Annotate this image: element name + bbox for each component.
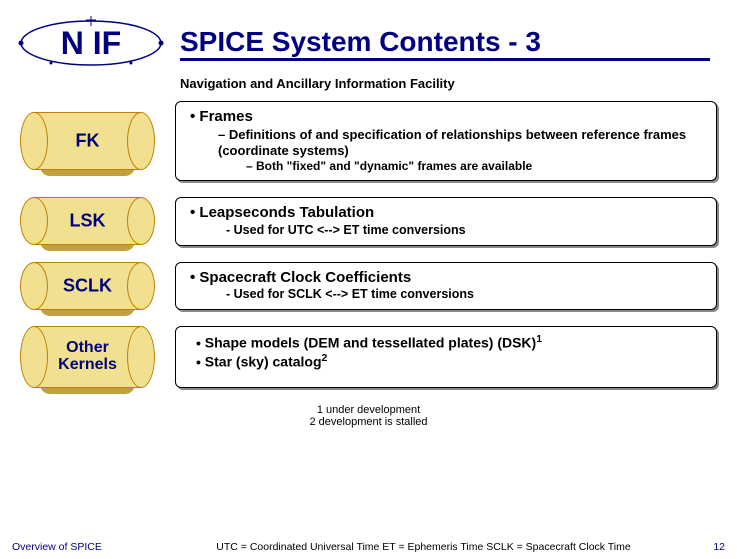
naif-logo: N IF	[16, 16, 166, 75]
logo-text: N IF	[61, 25, 121, 61]
footer-left: Overview of SPICE	[12, 541, 152, 553]
lsk-main: Leapseconds Tabulation	[190, 204, 702, 223]
row-sclk: SCLK Spacecraft Clock Coefficients - Use…	[20, 262, 717, 310]
sclk-main: Spacecraft Clock Coefficients	[190, 269, 702, 288]
fk-sub2: Both "fixed" and "dynamic" frames are av…	[246, 159, 702, 174]
kernel-label-fk: FK	[20, 131, 155, 152]
row-other: Other Kernels Shape models (DEM and tess…	[20, 326, 717, 388]
row-fk: FK Frames Definitions of and specificati…	[20, 101, 717, 181]
footer: Overview of SPICE UTC = Coordinated Univ…	[0, 541, 737, 553]
kernel-shape-fk: FK	[20, 101, 155, 181]
header: N IF SPICE System Contents - 3	[0, 0, 737, 70]
kernel-label-lsk: LSK	[20, 211, 155, 232]
kernel-shape-lsk: LSK	[20, 197, 155, 245]
kernel-shape-other: Other Kernels	[20, 326, 155, 388]
footnotes: 1 under development 2 development is sta…	[20, 404, 717, 428]
fk-sub1: Definitions of and specification of rela…	[218, 127, 702, 160]
row-lsk: LSK Leapseconds Tabulation - Used for UT…	[20, 197, 717, 245]
content: FK Frames Definitions of and specificati…	[0, 91, 737, 428]
box-other: Shape models (DEM and tessellated plates…	[175, 326, 717, 388]
box-sclk: Spacecraft Clock Coefficients - Used for…	[175, 262, 717, 310]
other-b2: Star (sky) catalog2	[196, 352, 702, 371]
footnote-1: 1 under development	[20, 404, 717, 416]
kernel-shape-sclk: SCLK	[20, 262, 155, 310]
footnote-2: 2 development is stalled	[20, 416, 717, 428]
box-fk: Frames Definitions of and specification …	[175, 101, 717, 181]
box-lsk: Leapseconds Tabulation - Used for UTC <-…	[175, 197, 717, 245]
sclk-usage: - Used for SCLK <--> ET time conversions	[226, 287, 702, 303]
page-subtitle: Navigation and Ancillary Information Fac…	[0, 76, 737, 91]
footer-center: UTC = Coordinated Universal Time ET = Ep…	[152, 541, 695, 553]
kernel-label-other: Other Kernels	[20, 340, 155, 374]
kernel-label-sclk: SCLK	[20, 275, 155, 296]
footer-page: 12	[695, 541, 725, 553]
lsk-usage: - Used for UTC <--> ET time conversions	[226, 223, 702, 239]
fk-main: Frames	[190, 108, 702, 127]
other-b1: Shape models (DEM and tessellated plates…	[196, 333, 702, 352]
page-title: SPICE System Contents - 3	[180, 0, 710, 61]
